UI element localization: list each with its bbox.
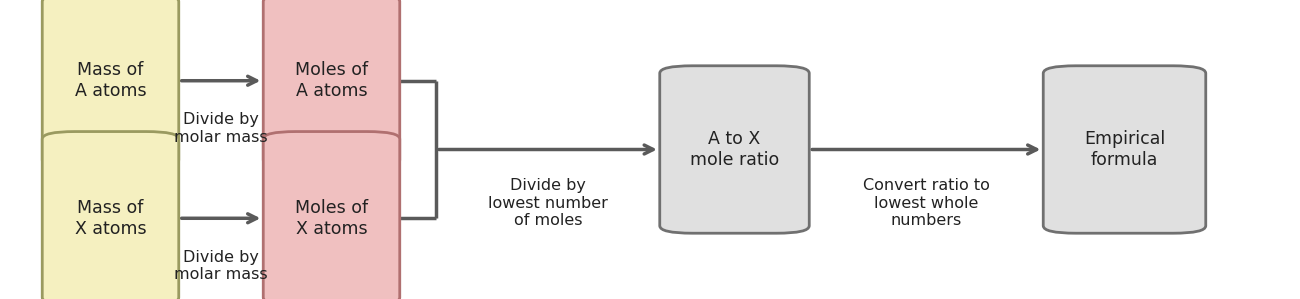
- Text: Divide by
molar mass: Divide by molar mass: [174, 250, 268, 282]
- Text: Moles of
X atoms: Moles of X atoms: [295, 199, 368, 238]
- Text: Mass of
X atoms: Mass of X atoms: [74, 199, 147, 238]
- Text: Mass of
A atoms: Mass of A atoms: [74, 61, 147, 100]
- Text: Divide by
lowest number
of moles: Divide by lowest number of moles: [488, 179, 608, 228]
- Text: A to X
mole ratio: A to X mole ratio: [690, 130, 779, 169]
- Text: Divide by
molar mass: Divide by molar mass: [174, 112, 268, 145]
- FancyBboxPatch shape: [43, 0, 179, 167]
- Text: Convert ratio to
lowest whole
numbers: Convert ratio to lowest whole numbers: [863, 179, 989, 228]
- FancyBboxPatch shape: [43, 132, 179, 299]
- FancyBboxPatch shape: [1043, 66, 1206, 233]
- Text: Empirical
formula: Empirical formula: [1084, 130, 1165, 169]
- Text: Moles of
A atoms: Moles of A atoms: [295, 61, 368, 100]
- FancyBboxPatch shape: [263, 132, 400, 299]
- FancyBboxPatch shape: [659, 66, 809, 233]
- FancyBboxPatch shape: [263, 0, 400, 167]
